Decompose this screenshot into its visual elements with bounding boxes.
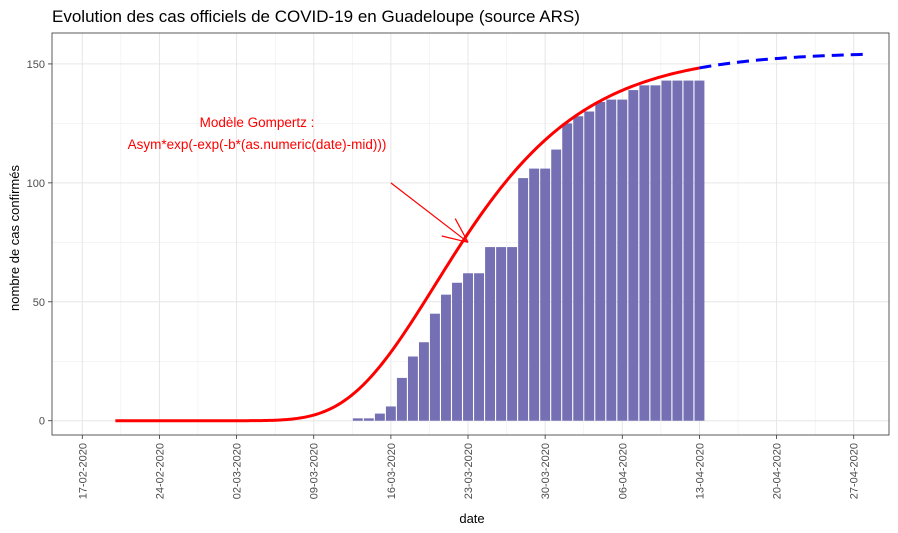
bar	[551, 149, 562, 421]
bar	[485, 247, 496, 421]
bar	[452, 282, 462, 421]
annotation-arrow	[390, 182, 469, 243]
bar	[694, 80, 705, 421]
y-tick-label: 100	[27, 178, 45, 190]
bar	[463, 273, 473, 421]
bar	[595, 101, 606, 421]
x-tick-label: 27-04-2020	[849, 443, 861, 499]
bar	[374, 413, 385, 421]
bar	[474, 273, 484, 421]
arrow-head	[441, 235, 469, 243]
bar	[606, 99, 617, 421]
y-axis-title: nombre de cas confirmés	[7, 165, 22, 311]
bar	[650, 85, 661, 421]
x-axis-title: date	[459, 511, 484, 526]
bar	[639, 85, 650, 421]
x-tick-label: 09-03-2020	[309, 443, 321, 499]
bar	[518, 178, 529, 421]
bar	[418, 342, 429, 421]
arrow-head	[454, 218, 469, 243]
bar	[407, 356, 418, 421]
bar	[352, 418, 363, 421]
bar	[396, 377, 407, 421]
x-tick-label: 30-03-2020	[540, 443, 552, 499]
chart-title: Evolution des cas officiels de COVID-19 …	[52, 7, 580, 26]
bar	[573, 116, 584, 421]
x-tick-label: 02-03-2020	[232, 443, 244, 499]
y-axis: 0 50 100 150	[27, 59, 52, 428]
bar	[430, 313, 440, 421]
gompertz-forecast-line	[699, 52, 865, 70]
bar	[661, 80, 672, 421]
y-tick-label: 150	[27, 59, 45, 71]
x-tick-label: 24-02-2020	[154, 443, 166, 499]
annotation-line-2: Asym*exp(-exp(-b*(as.numeric(date)-mid))…	[128, 137, 387, 152]
plot-area	[51, 32, 890, 436]
bar-series	[352, 80, 705, 421]
bar	[507, 247, 518, 421]
bar	[441, 294, 451, 421]
bar	[584, 111, 595, 421]
x-tick-label: 23-03-2020	[463, 443, 475, 499]
x-tick-label: 20-04-2020	[772, 443, 784, 499]
arrow-shaft	[390, 182, 469, 243]
x-tick-label: 06-04-2020	[617, 443, 629, 499]
bar	[496, 247, 507, 421]
y-tick-label: 0	[39, 416, 45, 428]
bar	[562, 123, 573, 421]
x-axis: 17-02-2020 24-02-2020 02-03-2020 09-03-2020…	[77, 435, 861, 499]
x-tick-label: 17-02-2020	[77, 443, 89, 499]
bar	[683, 80, 694, 421]
y-tick-label: 50	[33, 297, 45, 309]
x-tick-label: 13-04-2020	[694, 443, 706, 499]
bar	[617, 99, 628, 421]
model-annotation: Modèle Gompertz : Asym*exp(-exp(-b*(as.n…	[128, 115, 469, 243]
bar	[540, 168, 551, 421]
bar	[385, 406, 396, 421]
bar	[529, 168, 540, 421]
panel-border	[51, 32, 890, 436]
annotation-line-1: Modèle Gompertz :	[200, 115, 315, 130]
gompertz-fit-line	[115, 66, 700, 423]
x-tick-label: 16-03-2020	[386, 443, 398, 499]
bar	[628, 90, 639, 421]
bar	[363, 418, 374, 421]
bar	[672, 80, 683, 421]
